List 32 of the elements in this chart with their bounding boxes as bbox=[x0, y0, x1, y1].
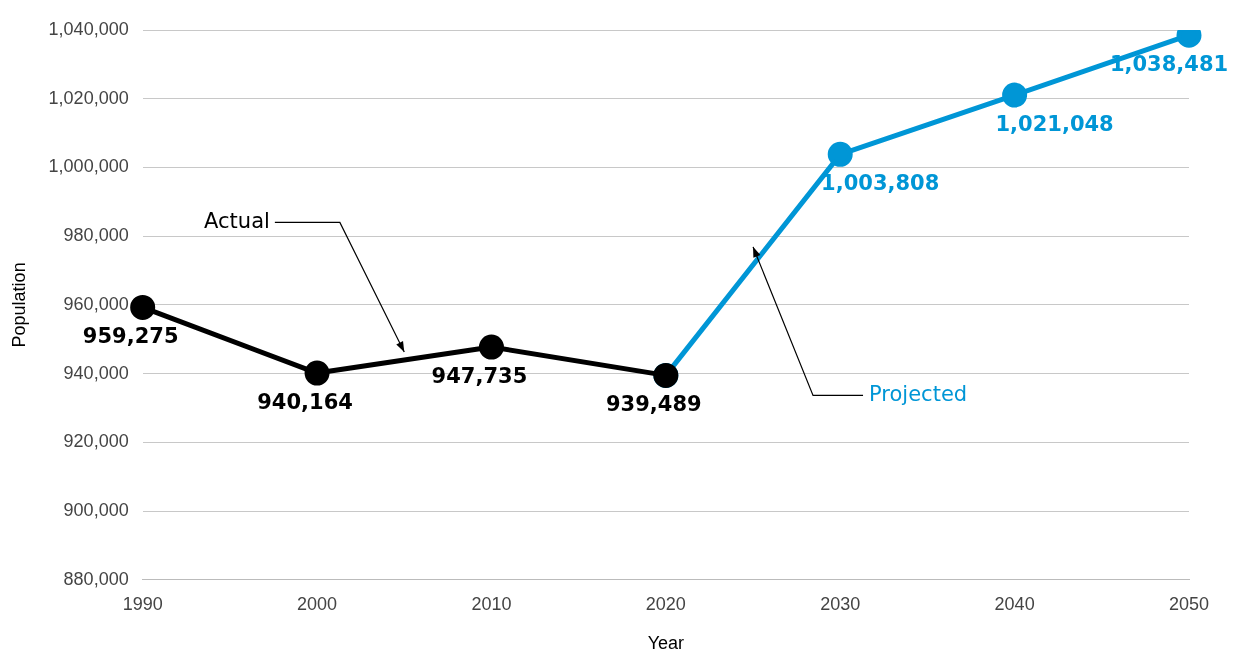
x-tick-label: 2000 bbox=[297, 593, 338, 614]
point bbox=[827, 141, 853, 167]
x-tick-label: 2020 bbox=[645, 593, 686, 614]
data-label: 939,489 bbox=[606, 392, 702, 417]
data-label: 940,164 bbox=[257, 390, 353, 415]
point bbox=[130, 294, 156, 320]
x-axis-title: Year bbox=[647, 633, 685, 654]
x-tick-label: 1990 bbox=[122, 593, 163, 614]
data-label: 1,003,808 bbox=[821, 171, 940, 196]
x-tick-label: 2050 bbox=[1168, 593, 1210, 614]
y-tick-label: 960,000 bbox=[63, 293, 129, 314]
y-tick-label: 1,040,000 bbox=[48, 18, 129, 39]
y-tick-label: 980,000 bbox=[63, 225, 129, 246]
text: Projected bbox=[869, 381, 968, 406]
point bbox=[1002, 82, 1028, 108]
y-tick-label: 900,000 bbox=[63, 500, 129, 521]
data-label: 959,275 bbox=[82, 324, 179, 349]
data-label: 1,038,481 bbox=[1109, 52, 1229, 77]
y-tick-label: 880,000 bbox=[63, 568, 129, 589]
y-tick-label: 1,000,000 bbox=[48, 156, 129, 177]
x-tick-label: 2030 bbox=[820, 593, 861, 614]
data-label: 1,021,048 bbox=[995, 112, 1114, 137]
x-tick-label: 2040 bbox=[994, 593, 1035, 614]
y-axis-title: Population bbox=[8, 262, 29, 348]
y-tick-label: 940,000 bbox=[63, 362, 129, 383]
text: Actual bbox=[204, 208, 270, 233]
x-tick-label: 2010 bbox=[471, 593, 512, 614]
point bbox=[304, 360, 330, 386]
data-label: 947,735 bbox=[431, 364, 528, 388]
y-tick-label: 920,000 bbox=[63, 431, 129, 452]
point bbox=[478, 334, 504, 360]
y-tick-label: 1,020,000 bbox=[48, 87, 129, 108]
